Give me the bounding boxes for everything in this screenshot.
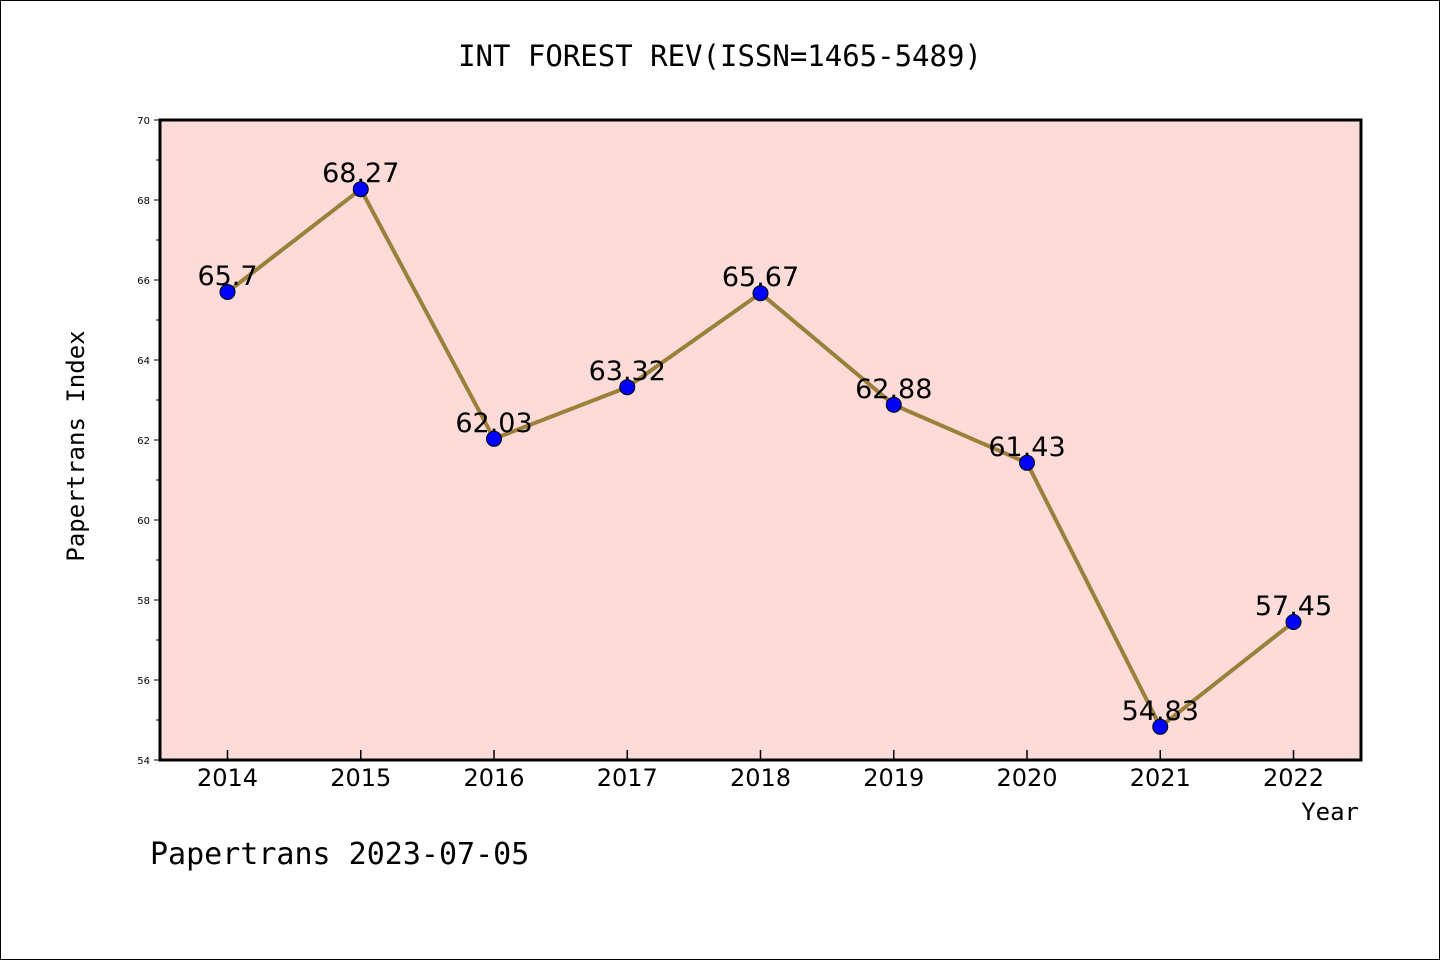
x-axis: 2014 2015 2016 2017 2018 2019 2020 2021 2022 xyxy=(197,750,1324,792)
y-tick-label: 70 xyxy=(137,116,150,127)
x-tick-label: 2014 xyxy=(197,764,258,792)
data-point xyxy=(619,379,636,396)
data-point xyxy=(752,285,769,302)
y-tick-label: 62 xyxy=(137,436,150,447)
y-tick-label: 66 xyxy=(137,276,150,287)
x-tick-label: 2022 xyxy=(1263,764,1324,792)
x-tick-label: 2018 xyxy=(730,764,791,792)
data-label: 65.7 xyxy=(197,261,257,292)
data-label: 61.43 xyxy=(988,432,1065,463)
data-label: 54.83 xyxy=(1122,696,1199,727)
x-tick-label: 2020 xyxy=(996,764,1057,792)
y-tick-label: 64 xyxy=(137,356,150,367)
data-label: 68.27 xyxy=(322,158,399,189)
y-axis: 54 56 58 60 62 64 66 68 70 xyxy=(137,116,160,767)
data-point xyxy=(486,430,502,447)
data-point xyxy=(1152,718,1169,735)
data-point xyxy=(1019,454,1035,471)
y-axis-label: Papertrans Index xyxy=(62,330,90,561)
x-tick-label: 2021 xyxy=(1130,764,1191,792)
data-point xyxy=(885,396,902,413)
data-point xyxy=(219,284,236,300)
data-label: 62.03 xyxy=(455,408,532,439)
data-point xyxy=(352,181,369,198)
y-tick-label: 54 xyxy=(137,756,150,767)
x-tick-label: 2015 xyxy=(330,764,391,792)
data-label: 65.67 xyxy=(722,262,799,293)
x-tick-label: 2017 xyxy=(597,764,658,792)
data-point xyxy=(1285,614,1302,630)
data-points xyxy=(219,181,1302,735)
x-axis-label: Year xyxy=(1301,798,1359,826)
y-tick-label: 56 xyxy=(137,676,150,687)
data-label: 63.32 xyxy=(589,356,666,387)
chart-title: INT FOREST REV(ISSN=1465-5489) xyxy=(458,39,982,73)
plot-area xyxy=(158,118,1363,762)
x-tick-label: 2019 xyxy=(863,764,924,792)
data-label: 57.45 xyxy=(1255,591,1332,622)
footer-text: Papertrans 2023-07-05 xyxy=(150,837,529,872)
data-label: 62.88 xyxy=(855,374,932,405)
x-tick-label: 2016 xyxy=(463,764,524,792)
data-labels: 65.7 68.27 62.03 63.32 65.67 62.88 61.43 54.83 5… xyxy=(197,158,1332,727)
y-tick-label: 58 xyxy=(137,596,150,607)
y-tick-label: 68 xyxy=(137,196,150,207)
y-tick-label: 60 xyxy=(137,516,150,527)
